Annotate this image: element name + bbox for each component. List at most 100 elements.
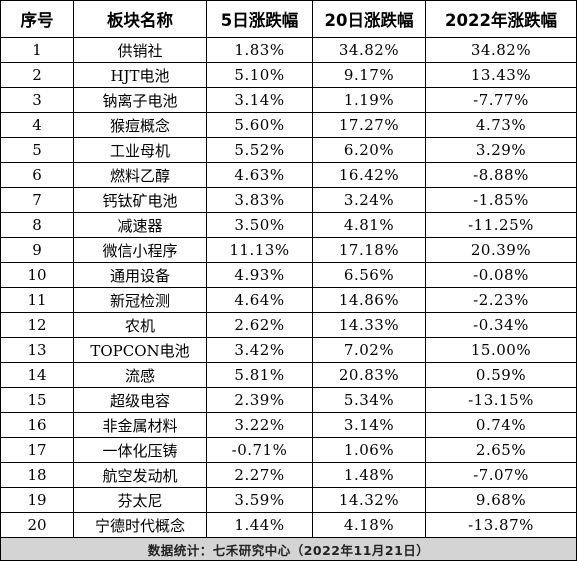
change-2022: -0.34% (425, 312, 577, 338)
change-2022: -0.08% (425, 262, 577, 288)
change-20day: 1.48% (312, 462, 426, 488)
change-20day: 14.33% (312, 312, 426, 338)
change-20day: 1.19% (312, 87, 426, 113)
table-header-row: 序号 板块名称 5日涨跌幅 20日涨跌幅 2022年涨跌幅 (0, 0, 577, 38)
row-index: 8 (0, 212, 74, 238)
table-row: 10 通用设备 4.93% 6.56% -0.08% (0, 262, 577, 288)
row-index: 17 (0, 437, 74, 463)
row-index: 5 (0, 137, 74, 163)
data-source-note: 数据统计：七禾研究中心（2022年11月21日） (0, 537, 577, 561)
change-2022: -11.25% (425, 212, 577, 238)
change-2022: 20.39% (425, 237, 577, 263)
row-index: 12 (0, 312, 74, 338)
sector-name: 钙钛矿电池 (73, 187, 207, 213)
sector-name: 供销社 (73, 37, 207, 63)
change-2022: -13.87% (425, 512, 577, 538)
row-index: 16 (0, 412, 74, 438)
change-5day: 5.10% (206, 62, 313, 88)
change-5day: 1.44% (206, 512, 313, 538)
change-2022: -7.77% (425, 87, 577, 113)
table-row: 19 芬太尼 3.59% 14.32% 9.68% (0, 487, 577, 513)
change-20day: 7.02% (312, 337, 426, 363)
change-5day: 3.83% (206, 187, 313, 213)
change-5day: 3.59% (206, 487, 313, 513)
header-5day-change: 5日涨跌幅 (206, 0, 313, 38)
change-5day: 1.83% (206, 37, 313, 63)
table-row: 5 工业母机 5.52% 6.20% 3.29% (0, 137, 577, 163)
change-20day: 6.20% (312, 137, 426, 163)
header-2022-change: 2022年涨跌幅 (425, 0, 577, 38)
change-20day: 4.81% (312, 212, 426, 238)
sector-name: 流感 (73, 362, 207, 388)
sector-name: 猴痘概念 (73, 112, 207, 138)
table-row: 11 新冠检测 4.64% 14.86% -2.23% (0, 287, 577, 313)
change-20day: 9.17% (312, 62, 426, 88)
table-row: 14 流感 5.81% 20.83% 0.59% (0, 362, 577, 388)
row-index: 7 (0, 187, 74, 213)
change-5day: 4.93% (206, 262, 313, 288)
change-2022: 9.68% (425, 487, 577, 513)
table-row: 9 微信小程序 11.13% 17.18% 20.39% (0, 237, 577, 263)
row-index: 10 (0, 262, 74, 288)
table-body: 1 供销社 1.83% 34.82% 34.82% 2 HJT电池 5.10% 9.17% 13.… (0, 37, 577, 538)
change-5day: 5.60% (206, 112, 313, 138)
table-row: 15 超级电容 2.39% 5.34% -13.15% (0, 387, 577, 413)
change-20day: 4.18% (312, 512, 426, 538)
change-20day: 20.83% (312, 362, 426, 388)
row-index: 15 (0, 387, 74, 413)
table-row: 12 农机 2.62% 14.33% -0.34% (0, 312, 577, 338)
sector-name: 非金属材料 (73, 412, 207, 438)
change-20day: 14.86% (312, 287, 426, 313)
row-index: 3 (0, 87, 74, 113)
change-2022: -7.07% (425, 462, 577, 488)
change-5day: 2.39% (206, 387, 313, 413)
sector-name: 燃料乙醇 (73, 162, 207, 188)
table-row: 20 宁德时代概念 1.44% 4.18% -13.87% (0, 512, 577, 538)
row-index: 4 (0, 112, 74, 138)
row-index: 13 (0, 337, 74, 363)
change-2022: -8.88% (425, 162, 577, 188)
table-row: 7 钙钛矿电池 3.83% 3.24% -1.85% (0, 187, 577, 213)
table-row: 1 供销社 1.83% 34.82% 34.82% (0, 37, 577, 63)
change-20day: 1.06% (312, 437, 426, 463)
change-20day: 14.32% (312, 487, 426, 513)
change-20day: 34.82% (312, 37, 426, 63)
row-index: 1 (0, 37, 74, 63)
sector-name: TOPCON电池 (73, 337, 207, 363)
change-20day: 3.14% (312, 412, 426, 438)
change-20day: 5.34% (312, 387, 426, 413)
sector-name: 减速器 (73, 212, 207, 238)
change-5day: 3.14% (206, 87, 313, 113)
change-2022: 13.43% (425, 62, 577, 88)
change-5day: 3.50% (206, 212, 313, 238)
table-row: 3 钠离子电池 3.14% 1.19% -7.77% (0, 87, 577, 113)
sector-name: 钠离子电池 (73, 87, 207, 113)
table-row: 8 减速器 3.50% 4.81% -11.25% (0, 212, 577, 238)
sector-name: 宁德时代概念 (73, 512, 207, 538)
sector-name: HJT电池 (73, 62, 207, 88)
sector-name: 工业母机 (73, 137, 207, 163)
row-index: 14 (0, 362, 74, 388)
sector-name: 芬太尼 (73, 487, 207, 513)
change-5day: 3.22% (206, 412, 313, 438)
change-2022: 15.00% (425, 337, 577, 363)
row-index: 6 (0, 162, 74, 188)
change-5day: 5.52% (206, 137, 313, 163)
row-index: 9 (0, 237, 74, 263)
row-index: 20 (0, 512, 74, 538)
change-2022: 0.59% (425, 362, 577, 388)
sector-name: 航空发动机 (73, 462, 207, 488)
change-2022: 3.29% (425, 137, 577, 163)
change-5day: 11.13% (206, 237, 313, 263)
row-index: 19 (0, 487, 74, 513)
change-5day: 4.64% (206, 287, 313, 313)
change-20day: 17.27% (312, 112, 426, 138)
row-index: 2 (0, 62, 74, 88)
sector-name: 新冠检测 (73, 287, 207, 313)
change-20day: 16.42% (312, 162, 426, 188)
table-row: 16 非金属材料 3.22% 3.14% 0.74% (0, 412, 577, 438)
table-row: 4 猴痘概念 5.60% 17.27% 4.73% (0, 112, 577, 138)
header-20day-change: 20日涨跌幅 (312, 0, 426, 38)
